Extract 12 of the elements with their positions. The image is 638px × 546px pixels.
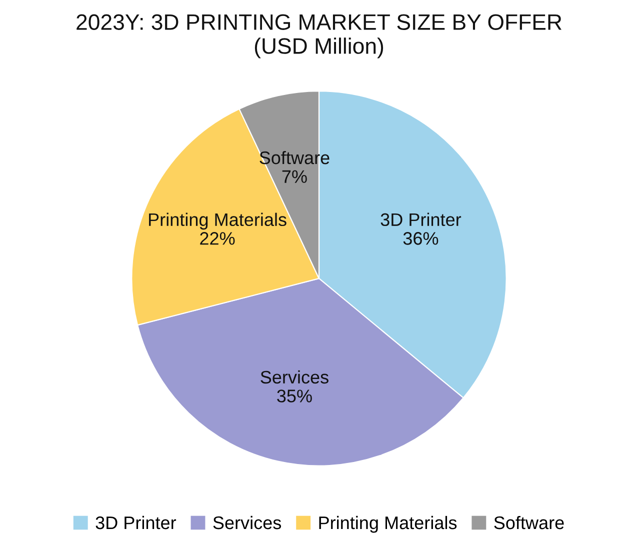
- data-label: 35%: [277, 390, 312, 402]
- slice-label: Services: [260, 370, 328, 384]
- slice-label: Printing Materials: [149, 212, 286, 230]
- legend-label: 3D Printer: [96, 516, 176, 530]
- chart-title: 2023Y: 3D PRINTING MARKET SIZE BY OFFER (USD Million): [76, 14, 562, 58]
- data-label: 36%: [403, 232, 438, 245]
- data-label: 22%: [200, 232, 235, 245]
- legend-label: Services: [213, 516, 282, 530]
- slice-label: 3D Printer: [380, 212, 462, 226]
- legend-label: Software: [494, 516, 564, 530]
- data-label: 7%: [282, 170, 307, 183]
- legend-label: Printing Materials: [319, 516, 457, 533]
